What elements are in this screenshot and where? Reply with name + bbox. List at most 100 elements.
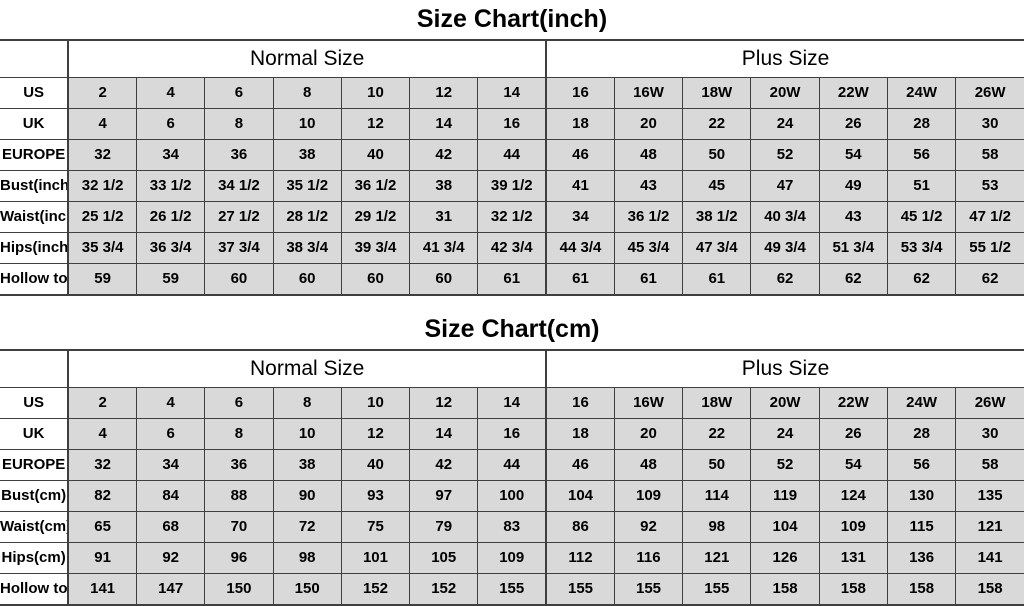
table-row: US 2 4 6 8 10 12 14 16 16W 18W 20W 22W 24W 26W: [0, 77, 1024, 109]
table-cell: 4: [136, 77, 206, 109]
table-cell: 52: [750, 139, 820, 171]
table-cell: 109: [477, 542, 547, 574]
table-cell: 24W: [886, 77, 957, 109]
row-label: Bust(cm): [0, 480, 70, 512]
table-cell: 39 3/4: [340, 232, 411, 264]
table-cell: 155: [477, 573, 547, 606]
table-cell: 26W: [955, 77, 1024, 109]
table-row: Hollow to Floor(cm)141147150150152152155…: [0, 573, 1024, 606]
table-cell: 32: [67, 449, 138, 481]
table-cell: 4: [67, 108, 138, 140]
size-table-inch-body: Normal Size Plus Size US 2 4 6 8 10 12 14 16 16W 18W…: [0, 40, 1024, 296]
table-row: Bust(cm) 82 84 88 90 93 97 100 104 109 114 119 124 13…: [0, 480, 1024, 512]
table-cell: 27 1/2: [204, 201, 274, 233]
table-cell: 88: [204, 480, 274, 512]
table-cell: 49 3/4: [750, 232, 820, 264]
table-cell: 158: [750, 573, 820, 606]
table-cell: 38 1/2: [682, 201, 752, 233]
table-cell: 50: [682, 449, 752, 481]
table-cell: 14: [409, 418, 479, 450]
table-cell: 34: [136, 449, 206, 481]
table-cell: 2: [67, 387, 138, 419]
table-cell: 4: [67, 418, 138, 450]
table-spacer: [0, 296, 1024, 310]
group-header-plus-size: Plus Size: [545, 40, 1024, 78]
table-row: UK 4 6 8 10 12 14 16 18 20 22 24 26 28 30: [0, 418, 1024, 450]
table-cell: 36 1/2: [613, 201, 684, 233]
table-cell: 20: [613, 418, 684, 450]
table-cell: 8: [204, 108, 274, 140]
table-row: Hollow to Floor(inch)5959606060606161616…: [0, 263, 1024, 296]
page-title-inch: Size Chart(inch): [416, 5, 608, 33]
table-cell: 24: [750, 418, 820, 450]
table-cell: 45 3/4: [613, 232, 684, 264]
table-cell: 28: [886, 108, 957, 140]
table-row: Waist(cm) 65 68 70 72 75 79 83 86 92 98 104 109 115 12…: [0, 511, 1024, 543]
table-cell: 16: [545, 387, 615, 419]
table-cell: 14: [477, 77, 547, 109]
table-cell: 58: [955, 449, 1024, 481]
table-cell: 56: [886, 139, 957, 171]
table-cell: 79: [409, 511, 479, 543]
table-cell: 40 3/4: [750, 201, 820, 233]
table-cell: 16: [545, 77, 615, 109]
table-cell: 8: [272, 387, 342, 419]
table-cell: 40: [340, 449, 411, 481]
table-cell: 104: [545, 480, 615, 512]
table-cell: 26: [818, 108, 888, 140]
table-cell: 109: [613, 480, 684, 512]
table-cell: 22W: [818, 387, 888, 419]
table-cell: 82: [67, 480, 138, 512]
table-cell: 26: [818, 418, 888, 450]
table-cell: 97: [409, 480, 479, 512]
table-cell: 29 1/2: [340, 201, 411, 233]
table-cell: 45: [682, 170, 752, 202]
table-cell: 35 3/4: [67, 232, 138, 264]
table-row: US 2 4 6 8 10 12 14 16 16W 18W 20W 22W 24W 26W: [0, 387, 1024, 419]
table-cell: 36: [204, 139, 274, 171]
table-cell: 61: [613, 263, 684, 296]
row-label: Waist(cm): [0, 511, 70, 543]
table-cell: 34 1/2: [204, 170, 274, 202]
table-cell: 158: [818, 573, 888, 606]
table-cell: 34: [136, 139, 206, 171]
table-cell: 22: [682, 418, 752, 450]
table-cell: 16W: [613, 77, 684, 109]
table-cell: 36 1/2: [340, 170, 411, 202]
table-cell: 83: [477, 511, 547, 543]
table-cell: 55 1/2: [955, 232, 1024, 264]
table-cell: 12: [340, 418, 411, 450]
table-cell: 115: [886, 511, 957, 543]
table-cell: 41: [545, 170, 615, 202]
table-cell: 22: [682, 108, 752, 140]
table-cell: 46: [545, 449, 615, 481]
table-cell: 158: [886, 573, 957, 606]
table-cell: 33 1/2: [136, 170, 206, 202]
table-cell: 84: [136, 480, 206, 512]
row-label: Hips(cm): [0, 542, 70, 574]
page-title-cm: Size Chart(cm): [424, 315, 600, 343]
table-cell: 54: [818, 449, 888, 481]
table-cell: 32: [67, 139, 138, 171]
table-cell: 43: [613, 170, 684, 202]
table-cell: 86: [545, 511, 615, 543]
table-cell: 58: [955, 139, 1024, 171]
table-cell: 38: [272, 449, 342, 481]
table-cell: 152: [409, 573, 479, 606]
table-cell: 10: [272, 108, 342, 140]
table-cell: 25 1/2: [67, 201, 138, 233]
table-cell: 47 3/4: [682, 232, 752, 264]
table-cell: 155: [613, 573, 684, 606]
table-cell: 28: [886, 418, 957, 450]
table-cell: 18: [545, 108, 615, 140]
table-cell: 109: [818, 511, 888, 543]
table-cell: 130: [886, 480, 957, 512]
table-cell: 10: [340, 387, 411, 419]
table-row: Waist(inch)25 1/226 1/227 1/228 1/229 1/…: [0, 201, 1024, 233]
table-cell: 24W: [886, 387, 957, 419]
table-cell: 56: [886, 449, 957, 481]
table-cell: 61: [682, 263, 752, 296]
row-label: Bust(inch): [0, 170, 70, 202]
table-cell: 72: [272, 511, 342, 543]
table-cell: 47: [750, 170, 820, 202]
